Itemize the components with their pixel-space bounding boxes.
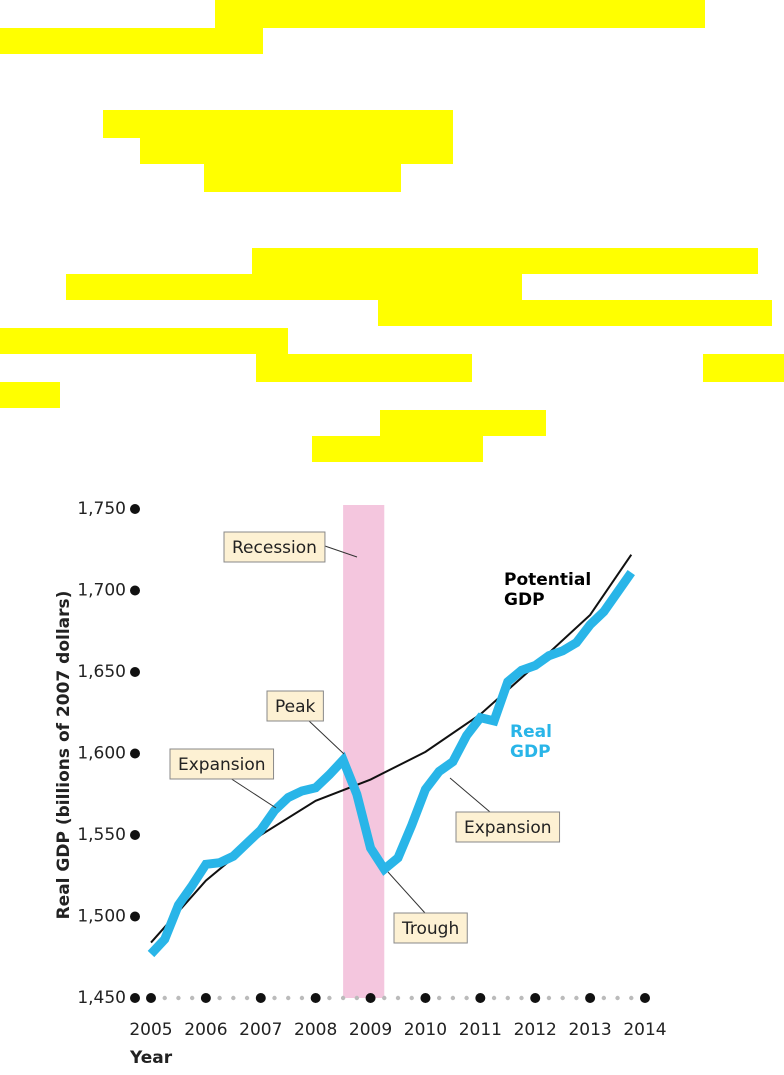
y-tick-dot	[130, 504, 140, 514]
x-axis-dot	[491, 995, 497, 1001]
x-tick-dot	[310, 993, 321, 1003]
y-tick-label: 1,450	[77, 988, 126, 1008]
x-tick-dot	[420, 993, 431, 1003]
y-tick-dot	[130, 993, 140, 1003]
x-tick-label: 2014	[623, 1020, 666, 1040]
series-label: Real GDP	[510, 722, 552, 762]
annotation-text: Expansion	[464, 818, 552, 838]
x-axis-dot	[217, 995, 222, 1001]
annotation-box	[455, 811, 561, 843]
x-axis-label: Year	[129, 1048, 173, 1068]
leader-line	[449, 777, 491, 813]
x-axis-dot	[615, 995, 620, 1001]
x-tick-label: 2009	[349, 1020, 392, 1040]
x-tick-label: 2012	[514, 1020, 557, 1040]
x-axis-dot	[327, 995, 332, 1001]
x-tick-dot	[585, 993, 596, 1003]
x-tick-label: 2013	[568, 1020, 611, 1040]
x-tick-dot	[640, 993, 650, 1003]
x-tick-label: 2007	[239, 1020, 282, 1040]
annotation-box	[393, 912, 468, 944]
x-axis-dot	[601, 995, 607, 1001]
x-tick-dot	[365, 993, 376, 1003]
x-axis-dot	[176, 995, 181, 1001]
y-tick-dot	[130, 748, 140, 759]
x-axis-dot	[546, 995, 552, 1001]
x-axis-dot	[299, 995, 305, 1001]
leader-line	[229, 777, 277, 809]
leader-line	[387, 871, 426, 914]
annotation-box	[223, 531, 326, 563]
annotation-box	[169, 748, 275, 780]
x-axis-dot	[560, 995, 565, 1001]
x-axis-dot	[436, 995, 442, 1001]
x-tick-label: 2011	[459, 1020, 502, 1040]
x-axis-dot	[354, 995, 360, 1001]
annotation: Expansion	[455, 811, 561, 843]
x-axis-dot	[286, 995, 291, 1001]
y-tick-label: 1,700	[77, 581, 126, 601]
annotation: Peak	[266, 690, 324, 722]
annotation-box	[266, 690, 324, 722]
x-axis-dot	[519, 995, 524, 1001]
y-tick-dot	[130, 830, 140, 840]
y-axis-label: Real GDP (billions of 2007 dollars)	[54, 591, 74, 920]
x-axis-dot	[450, 995, 456, 1001]
y-tick-label: 1,650	[77, 662, 126, 682]
x-axis-dot	[244, 995, 250, 1001]
annotation-text: Expansion	[178, 755, 266, 775]
annotation: Recession	[223, 531, 326, 563]
x-axis-dot	[574, 995, 579, 1001]
annotation: Expansion	[169, 748, 275, 780]
x-tick-label: 2008	[294, 1020, 337, 1040]
annotation: Trough	[393, 912, 468, 944]
x-axis-dot	[189, 995, 195, 1001]
recession-band	[343, 505, 385, 998]
x-axis-dot	[409, 995, 414, 1001]
leader-line	[321, 544, 358, 558]
y-tick-label: 1,500	[77, 907, 126, 927]
x-axis-dot	[629, 995, 634, 1001]
redaction	[0, 0, 784, 462]
y-tick-label: 1,600	[77, 744, 126, 764]
x-tick-label: 2006	[184, 1020, 227, 1040]
annotation-text: Recession	[232, 538, 317, 558]
x-tick-dot	[200, 993, 211, 1003]
x-axis-dot	[231, 995, 236, 1001]
x-tick-label: 2005	[129, 1020, 172, 1040]
y-tick-dot	[130, 911, 140, 922]
x-axis-dot	[505, 995, 510, 1001]
y-tick-dot	[130, 585, 140, 596]
annotation-text: Peak	[275, 697, 316, 717]
x-axis-dot	[395, 995, 401, 1001]
x-tick-dot	[475, 993, 486, 1003]
x-axis-dot	[382, 995, 387, 1001]
leader-line	[307, 719, 345, 755]
x-tick-dot	[255, 993, 266, 1003]
y-tick-label: 1,550	[77, 825, 126, 845]
y-tick-dot	[130, 667, 140, 677]
series-line	[147, 569, 635, 958]
x-tick-dot	[146, 993, 156, 1003]
x-axis-dot	[272, 995, 277, 1001]
y-tick-label: 1,750	[77, 499, 126, 519]
series-label: Potential GDP	[504, 570, 592, 610]
x-axis-dot	[464, 995, 469, 1001]
x-tick-label: 2010	[404, 1020, 447, 1040]
x-tick-dot	[530, 993, 541, 1003]
x-axis-dot	[162, 995, 167, 1001]
annotation-text: Trough	[401, 919, 459, 939]
x-axis-dot	[340, 995, 346, 1001]
